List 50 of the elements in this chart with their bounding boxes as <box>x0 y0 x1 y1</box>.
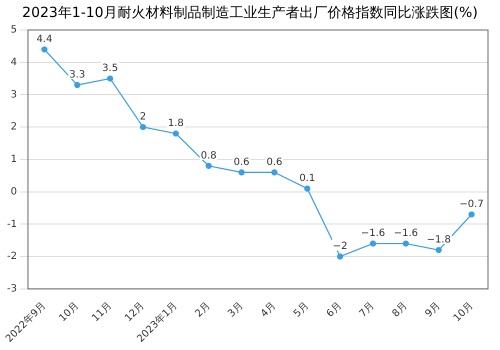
y-tick-label: 0 <box>10 186 17 198</box>
point <box>337 253 344 260</box>
data-label: 4.4 <box>36 34 52 46</box>
x-tick-label: 6月 <box>324 300 344 320</box>
data-label: 0.1 <box>299 173 316 184</box>
data-label: −0.7 <box>459 199 484 210</box>
y-tick-label: 4 <box>10 56 17 68</box>
point <box>41 46 48 53</box>
data-label: 3.3 <box>69 70 86 81</box>
data-label: −2 <box>332 241 348 252</box>
point <box>436 246 442 254</box>
x-tick-label: 10月 <box>57 300 82 324</box>
y-tick-label: 5 <box>10 24 17 36</box>
y-tick-label: -1 <box>6 218 17 230</box>
point <box>172 130 179 137</box>
point <box>238 169 245 176</box>
point <box>370 240 376 247</box>
data-label: 0.8 <box>200 150 217 162</box>
point <box>402 240 409 247</box>
data-label: 1.8 <box>168 118 184 130</box>
x-tick-label: 4月 <box>259 300 278 320</box>
x-tick-label: 5月 <box>292 300 312 320</box>
point <box>140 124 146 130</box>
point <box>468 211 475 218</box>
data-label: −1.6 <box>360 228 386 240</box>
point <box>107 75 114 82</box>
y-tick-label: -2 <box>6 251 17 262</box>
data-label: 0.6 <box>266 156 282 168</box>
data-label: −1.8 <box>426 234 451 246</box>
y-tick-label: 2 <box>10 122 17 133</box>
y-tick-label: -3 <box>6 283 17 294</box>
x-tick-label: 8月 <box>390 300 410 320</box>
y-tick-label: 1 <box>10 154 17 166</box>
x-tick-label: 9月 <box>423 300 443 320</box>
data-label: 0.6 <box>234 156 250 168</box>
x-tick-label: 11月 <box>90 300 114 324</box>
data-label: 3.5 <box>102 63 118 74</box>
x-tick-label: 12月 <box>123 300 147 324</box>
point <box>74 82 80 88</box>
data-label: 2 <box>140 112 146 123</box>
x-tick-label: 2月 <box>193 300 213 320</box>
point <box>271 169 278 176</box>
x-tick-label: 7月 <box>358 300 377 320</box>
data-label: −1.6 <box>394 228 418 240</box>
point <box>206 162 212 170</box>
y-tick-label: 3 <box>10 89 17 100</box>
x-tick-label: 10月 <box>452 300 476 324</box>
chart-title: 2023年1-10月耐火材料制品制造工业生产者出厂价格指数同比涨跌图(%) <box>21 4 479 22</box>
point <box>304 185 310 192</box>
x-tick-label: 3月 <box>226 300 246 320</box>
